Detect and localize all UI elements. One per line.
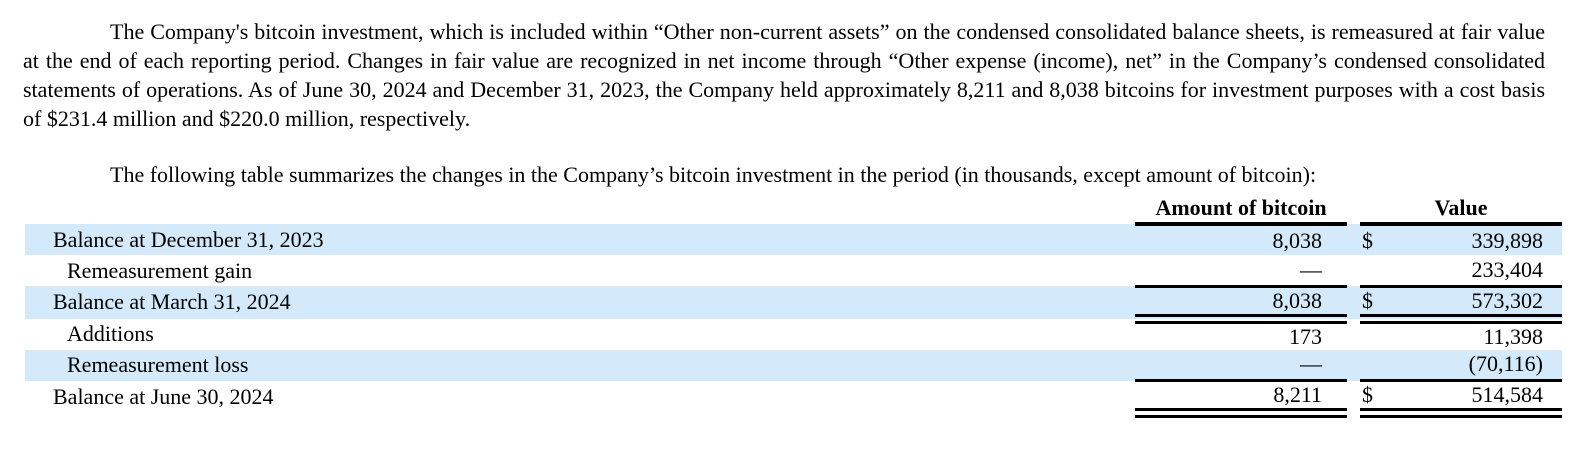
value-cell: 11,398 — [1483, 323, 1544, 349]
header-amount-of-bitcoin: Amount of bitcoin — [1135, 194, 1347, 226]
gap-cell — [1347, 286, 1360, 319]
paragraph-bitcoin-investment: The Company's bitcoin investment, which … — [23, 19, 1545, 131]
amount-cell: 8,038 — [1272, 227, 1323, 253]
gap-cell — [1347, 255, 1360, 286]
table-row-remeasurement-loss: Remeasurement loss — (70,116) — [25, 349, 1563, 382]
header-gap — [1347, 194, 1360, 224]
row-label: Balance at June 30, 2024 — [53, 383, 274, 409]
row-label: Remeasurement gain — [67, 257, 253, 283]
amount-cell: 8,211 — [1135, 380, 1347, 418]
header-spacer — [25, 194, 1135, 224]
amount-cell: — — [1135, 349, 1347, 382]
value-cell: 514,584 — [1394, 380, 1563, 418]
value-cell: 233,404 — [1394, 255, 1563, 288]
table-row-balance-jun-30-2024: Balance at June 30, 2024 8,211 $ 514,584 — [25, 380, 1563, 418]
amount-cell: 8,038 — [1135, 286, 1347, 324]
row-label: Balance at December 31, 2023 — [53, 226, 324, 252]
table-row-remeasurement-gain: Remeasurement gain — 233,404 — [25, 255, 1563, 288]
row-label: Balance at March 31, 2024 — [53, 289, 291, 315]
amount-cell: 173 — [1289, 323, 1322, 349]
value-cell: 339,898 — [1471, 227, 1544, 253]
currency-cell — [1360, 319, 1394, 350]
value-cell: (70,116) — [1394, 349, 1563, 382]
table-row-balance-mar-31-2024: Balance at March 31, 2024 8,038 $ 573,30… — [25, 286, 1563, 324]
paragraph-table-caption: The following table summarizes the chang… — [110, 162, 1317, 187]
table-header-row: Amount of bitcoin Value — [25, 194, 1563, 226]
value-cell: 573,302 — [1394, 286, 1563, 324]
gap-cell — [1347, 319, 1360, 350]
currency-cell — [1360, 349, 1394, 382]
row-label: Remeasurement loss — [67, 352, 249, 377]
gap-cell — [1347, 381, 1360, 414]
bitcoin-investment-table: Amount of bitcoin Value Balance at Decem… — [25, 194, 1563, 418]
gap-cell — [1347, 350, 1360, 381]
row-label: Additions — [67, 321, 154, 346]
table-row-additions: Additions 173 11,398 — [25, 319, 1562, 350]
amount-cell: — — [1135, 255, 1347, 288]
currency-cell: $ — [1362, 227, 1373, 253]
currency-cell: $ — [1360, 380, 1394, 418]
header-value: Value — [1360, 194, 1563, 226]
currency-cell — [1360, 255, 1394, 288]
gap-cell — [1347, 224, 1360, 255]
table-row-balance-dec-31-2023: Balance at December 31, 2023 8,038 $ 339… — [25, 224, 1563, 255]
currency-cell: $ — [1360, 286, 1394, 324]
